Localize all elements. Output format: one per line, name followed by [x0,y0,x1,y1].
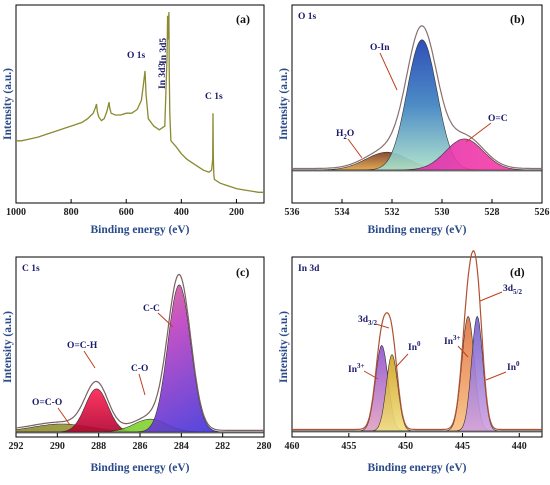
panel-d-label: (d) [510,265,525,279]
panel-c-xtick-label: 290 [50,441,65,452]
panel-b-xtick-label: 532 [385,207,400,218]
panel-b-title: O 1s [298,12,317,22]
panel-a-plot: 1000 800 600 400 200 [6,11,264,218]
panel-b-plot: 536 534 532 530 528 526 [285,25,550,218]
panel-d-xtick-label: 455 [341,441,356,452]
panel-c-xtick-label: 286 [133,441,148,452]
c-annot-oco: O=C-O [32,398,62,408]
panel-c-title: C 1s [22,264,40,274]
panel-c-ylabel: Intensity (a.u.) [2,311,14,383]
panel-c-peak-3 [16,284,264,433]
panel-c-xtick-label: 282 [215,441,230,452]
panel-a-series-line [16,11,264,193]
panel-a-label: (a) [236,12,250,26]
d-annot-in3p-left: In3+ [348,362,364,375]
d-annot-in0-left: In0 [408,340,421,353]
panel-d-xtick-label: 440 [512,441,527,452]
panel-d-envelope [292,250,542,431]
d-arrow-in0-left [395,353,409,368]
panel-a-xtick-label: 200 [229,207,244,218]
panel-d-peak-3 [292,315,542,432]
c-annot-cc: C-C [143,304,160,314]
d-annot-3d52: 3d5/2 [503,284,522,296]
d-arrow-in3p-left [363,370,379,380]
panel-c-xtick-label: 280 [257,441,272,452]
b-annot-oc: O=C [488,114,508,124]
panel-d-xtick-label: 450 [398,441,413,452]
panel-d-frame [291,256,543,438]
d-arrow-3d52 [479,291,503,302]
panel-b-xtick-label: 528 [485,207,500,218]
panel-d-xtick-label: 460 [285,441,300,452]
c-arrow-co [138,373,146,396]
panel-b-label: (b) [510,12,525,26]
b-arrow-oin [379,52,398,91]
panel-d-xlabel: Binding energy (eV) [367,462,466,474]
panel-c-xtick-label: 288 [91,441,106,452]
panel-c-xlabel: Binding energy (eV) [90,462,189,474]
c-arrow-och [83,350,96,369]
panel-a-xlabel: Binding energy (eV) [90,224,189,236]
a-annot-in3d3: In 3d3 [158,63,168,89]
panel-d-ylabel: Intensity (a.u.) [278,311,290,383]
d-annot-in3p-right: In3+ [444,334,460,347]
b-annot-h2o: H2O [336,129,354,141]
a-annot-c1s: C 1s [205,92,223,102]
c-annot-och: O=C-H [67,341,98,351]
d-arrow-in3p-right [457,345,469,358]
b-arrow-h2o [347,138,363,159]
a-annot-o1s: O 1s [127,51,146,61]
panel-a-xtick-label: 400 [174,207,189,218]
panel-b-xtick-label: 536 [285,207,300,218]
panel-c-xtick-label: 292 [9,441,24,452]
panel-c-plot: 292 290 288 286 284 282 280 [9,273,272,452]
d-annot-in0-right: In0 [507,360,520,373]
c-arrow-oco [57,407,71,426]
panel-c-label: (c) [236,265,249,279]
a-annot-in3d5: In 3d5 [159,38,169,64]
panel-b-xtick-label: 534 [335,207,350,218]
panel-b-xtick-label: 530 [435,207,450,218]
panel-a-xtick-label: 1000 [6,207,26,218]
panel-b-ylabel: Intensity (a.u.) [278,68,290,140]
d-annot-3d32: 3d3/2 [358,315,377,327]
panel-a-xtick-label: 800 [64,207,79,218]
panel-c-envelope [15,273,264,431]
panel-b-xtick-label: 526 [535,207,550,218]
panel-d-plot: 460 455 450 445 440 [285,250,542,452]
b-annot-oin: O-In [370,43,390,53]
c-annot-co: C-O [131,364,148,374]
panel-b-peak-2 [292,138,542,171]
panel-c-xtick-label: 284 [174,441,189,452]
panel-b-envelope [292,25,542,170]
panel-b-xlabel: Binding energy (eV) [367,224,466,236]
panel-c-frame [15,256,265,438]
b-arrow-oc [465,122,492,143]
panel-a-ylabel: Intensity (a.u.) [2,68,14,140]
panel-a-xtick-label: 600 [119,207,134,218]
c-arrow-cc [157,312,174,328]
panel-d-xtick-label: 445 [455,441,470,452]
d-arrow-in0-right [485,371,507,381]
panel-d-title: In 3d [298,264,320,274]
d-arrow-3d32 [375,323,390,329]
